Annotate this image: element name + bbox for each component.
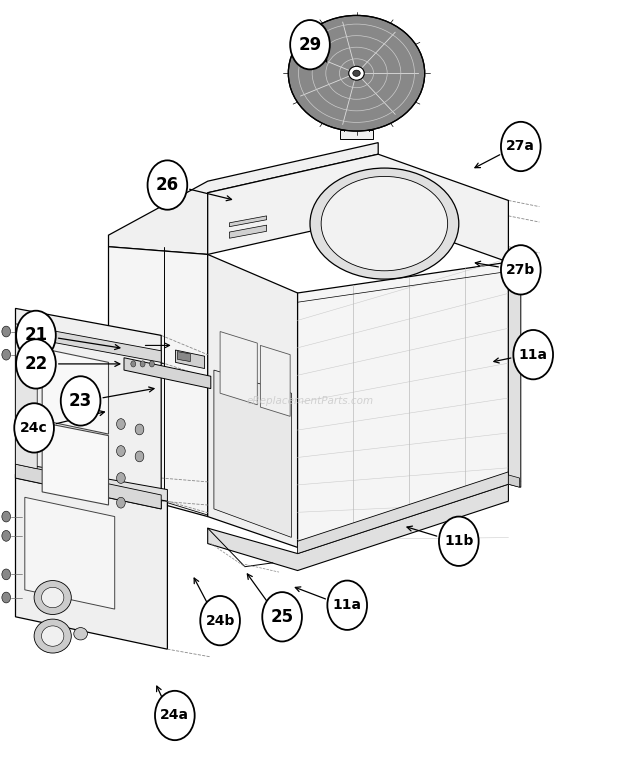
Polygon shape	[208, 254, 298, 547]
Text: 29: 29	[298, 35, 322, 54]
Ellipse shape	[34, 619, 71, 653]
Ellipse shape	[74, 628, 87, 640]
Polygon shape	[108, 247, 208, 517]
Text: 24b: 24b	[205, 614, 235, 628]
Polygon shape	[16, 324, 161, 362]
Polygon shape	[124, 358, 211, 389]
Polygon shape	[108, 143, 378, 254]
Polygon shape	[25, 497, 115, 609]
Circle shape	[2, 326, 11, 337]
Text: 27a: 27a	[507, 140, 535, 153]
Circle shape	[117, 473, 125, 483]
Circle shape	[16, 339, 56, 389]
Text: 24c: 24c	[20, 421, 48, 435]
Text: 24a: 24a	[161, 709, 189, 722]
Polygon shape	[214, 370, 291, 537]
Text: 23: 23	[69, 392, 92, 410]
Circle shape	[140, 361, 145, 367]
Circle shape	[2, 349, 11, 360]
Circle shape	[135, 424, 144, 435]
Ellipse shape	[310, 168, 459, 279]
Circle shape	[200, 596, 240, 645]
Circle shape	[262, 592, 302, 641]
Circle shape	[501, 245, 541, 295]
Circle shape	[2, 530, 11, 541]
Polygon shape	[42, 423, 108, 505]
Ellipse shape	[353, 70, 360, 76]
Polygon shape	[177, 352, 190, 362]
Ellipse shape	[321, 177, 448, 271]
Text: 22: 22	[24, 355, 48, 373]
Circle shape	[2, 569, 11, 580]
Circle shape	[155, 691, 195, 740]
Text: 11a: 11a	[333, 598, 361, 612]
Polygon shape	[16, 330, 37, 469]
Circle shape	[290, 20, 330, 69]
Circle shape	[131, 361, 136, 367]
Circle shape	[513, 330, 553, 379]
Circle shape	[501, 122, 541, 171]
Circle shape	[14, 403, 54, 453]
Polygon shape	[16, 474, 167, 649]
Polygon shape	[508, 475, 520, 487]
Polygon shape	[220, 332, 257, 405]
Polygon shape	[340, 130, 373, 139]
Circle shape	[117, 446, 125, 456]
Circle shape	[2, 511, 11, 522]
Polygon shape	[229, 216, 267, 227]
Circle shape	[149, 361, 154, 367]
Circle shape	[2, 592, 11, 603]
Ellipse shape	[42, 588, 64, 608]
Circle shape	[327, 581, 367, 630]
Polygon shape	[208, 154, 508, 262]
Ellipse shape	[42, 626, 64, 646]
Polygon shape	[16, 464, 161, 509]
Circle shape	[117, 419, 125, 429]
Text: eReplacementParts.com: eReplacementParts.com	[246, 396, 374, 406]
Text: 27b: 27b	[506, 263, 536, 277]
Text: 21: 21	[24, 326, 48, 345]
Text: 11b: 11b	[444, 534, 474, 548]
Polygon shape	[42, 348, 108, 434]
Polygon shape	[298, 262, 508, 547]
Circle shape	[117, 497, 125, 508]
Polygon shape	[16, 463, 167, 501]
Polygon shape	[508, 262, 521, 487]
Polygon shape	[175, 350, 205, 369]
Circle shape	[148, 160, 187, 210]
Polygon shape	[229, 225, 267, 238]
Polygon shape	[298, 472, 508, 554]
Polygon shape	[260, 345, 290, 416]
Circle shape	[439, 517, 479, 566]
Text: 11a: 11a	[519, 348, 547, 362]
Ellipse shape	[288, 15, 425, 131]
Ellipse shape	[348, 66, 365, 80]
Text: 25: 25	[270, 608, 294, 626]
Circle shape	[16, 311, 56, 360]
Ellipse shape	[34, 581, 71, 614]
Polygon shape	[16, 308, 161, 509]
Text: 26: 26	[156, 176, 179, 194]
Circle shape	[135, 451, 144, 462]
Polygon shape	[208, 484, 508, 571]
Circle shape	[61, 376, 100, 426]
